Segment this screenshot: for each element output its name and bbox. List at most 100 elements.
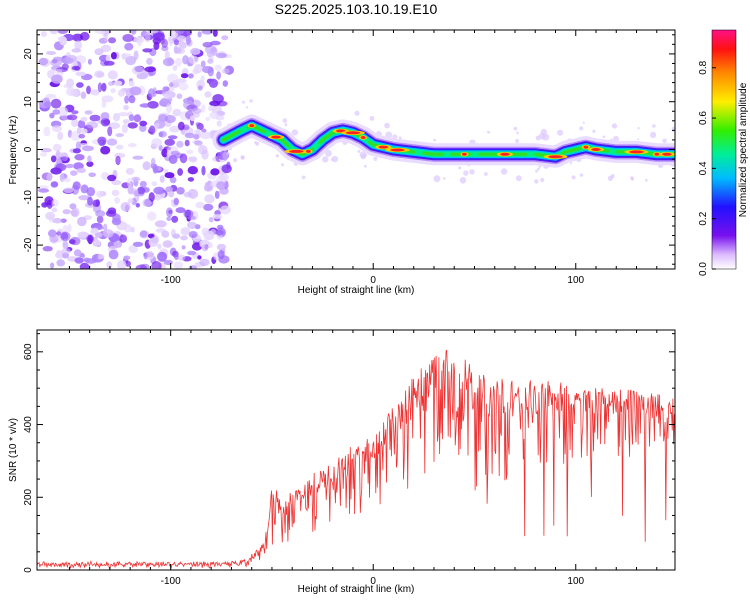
ridge-hotspot-core [591, 148, 601, 151]
noise-blob [125, 167, 135, 175]
noise-blob [107, 126, 113, 137]
noise-blob [209, 40, 221, 46]
noise-blob [184, 139, 190, 147]
noise-blob [192, 108, 202, 114]
colorbar: 0.0 0.2 0.4 0.6 0.8 Normalized spectral ampl… [698, 29, 749, 276]
noise-blob [160, 97, 173, 103]
noise-blob [71, 110, 79, 115]
noise-blob [66, 87, 75, 97]
noise-blob [222, 80, 228, 87]
noise-blob [139, 180, 147, 188]
haze-blob [469, 169, 475, 175]
colorbar-label: Normalized spectral amplitude [738, 82, 749, 217]
noise-blob [80, 128, 88, 134]
noise-blob [187, 215, 197, 220]
snr-ticks: -100 0 100 0 200 400 600 [23, 330, 675, 587]
noise-blob [51, 207, 58, 213]
colorbar-ticks: 0.0 0.2 0.4 0.6 0.8 [698, 60, 716, 276]
noise-blob [117, 260, 127, 269]
noise-blob [38, 188, 50, 193]
noise-blob [44, 196, 54, 206]
noise-blob [88, 172, 96, 178]
noise-blob [71, 65, 81, 71]
noise-blob [187, 250, 197, 256]
noise-blob [142, 198, 152, 207]
noise-blob [94, 70, 105, 78]
noise-blob [128, 245, 138, 253]
noise-blob [90, 227, 99, 234]
noise-blob [115, 133, 124, 138]
noise-blob [115, 155, 121, 166]
noise-blob [87, 155, 92, 163]
noise-blob [72, 181, 81, 190]
noise-blob [87, 196, 93, 206]
noise-blob [162, 57, 175, 67]
snr-y-label: SNR (10 * v/v) [8, 418, 19, 482]
ridge-hotspot-core [249, 124, 255, 128]
noise-blob [195, 122, 201, 127]
noise-blob [78, 195, 90, 201]
noise-blob [85, 258, 97, 264]
noise-blob [60, 231, 71, 242]
haze-blob [644, 178, 648, 182]
noise-blob [201, 165, 206, 176]
noise-blob [55, 149, 61, 159]
noise-blob [102, 229, 114, 238]
noise-blob [187, 177, 195, 182]
noise-blob [51, 59, 58, 64]
noise-blob [124, 260, 131, 267]
noise-blob [174, 254, 179, 260]
noise-blob [136, 73, 148, 80]
noise-blob [40, 31, 47, 37]
haze-blob [249, 99, 253, 103]
noise-blob [124, 42, 134, 51]
haze-blob [652, 124, 656, 128]
noise-blob [115, 144, 124, 150]
x-tick-label: 0 [370, 275, 376, 286]
noise-blob [148, 125, 156, 135]
noise-blob [101, 172, 109, 180]
haze-blob [398, 136, 402, 140]
ridge-hotspot-core [583, 145, 589, 149]
haze-blob [537, 167, 540, 171]
haze-blob [611, 123, 618, 129]
noise-blob [148, 88, 155, 98]
noise-blob [52, 217, 63, 224]
x-tick-label: 100 [567, 576, 584, 587]
haze-blob [331, 155, 339, 163]
noise-blob [112, 113, 121, 122]
haze-blob [662, 138, 667, 144]
noise-blob [219, 205, 231, 215]
ridge-hotspot-core [390, 148, 405, 152]
noise-blob [123, 255, 131, 260]
noise-blob [186, 149, 194, 155]
haze-blob [650, 131, 657, 138]
noise-blob [96, 190, 104, 198]
ridge-hotspot-core [548, 155, 563, 159]
noise-blob [103, 60, 115, 66]
noise-blob [188, 55, 199, 64]
noise-blob [101, 82, 107, 92]
noise-blob [100, 44, 112, 53]
noise-blob [82, 145, 94, 152]
noise-blob [94, 254, 99, 260]
colorbar-tick-label: 0.0 [698, 262, 709, 276]
noise-blob [68, 239, 76, 245]
noise-blob [135, 264, 147, 269]
spectrogram-y-label: Frequency (Hz) [8, 116, 19, 185]
noise-blob [151, 138, 163, 148]
haze-blob [369, 116, 375, 121]
haze-blob [325, 149, 332, 157]
noise-blob [137, 38, 143, 47]
haze-blob [459, 177, 467, 184]
noise-blob [150, 236, 159, 244]
haze-blob [569, 162, 573, 165]
frequency-ridge [212, 114, 675, 168]
haze-blob [443, 177, 446, 180]
y-tick-label: -10 [23, 190, 34, 205]
noise-blob [74, 257, 84, 264]
haze-blob [557, 129, 564, 136]
noise-blob [133, 114, 142, 123]
